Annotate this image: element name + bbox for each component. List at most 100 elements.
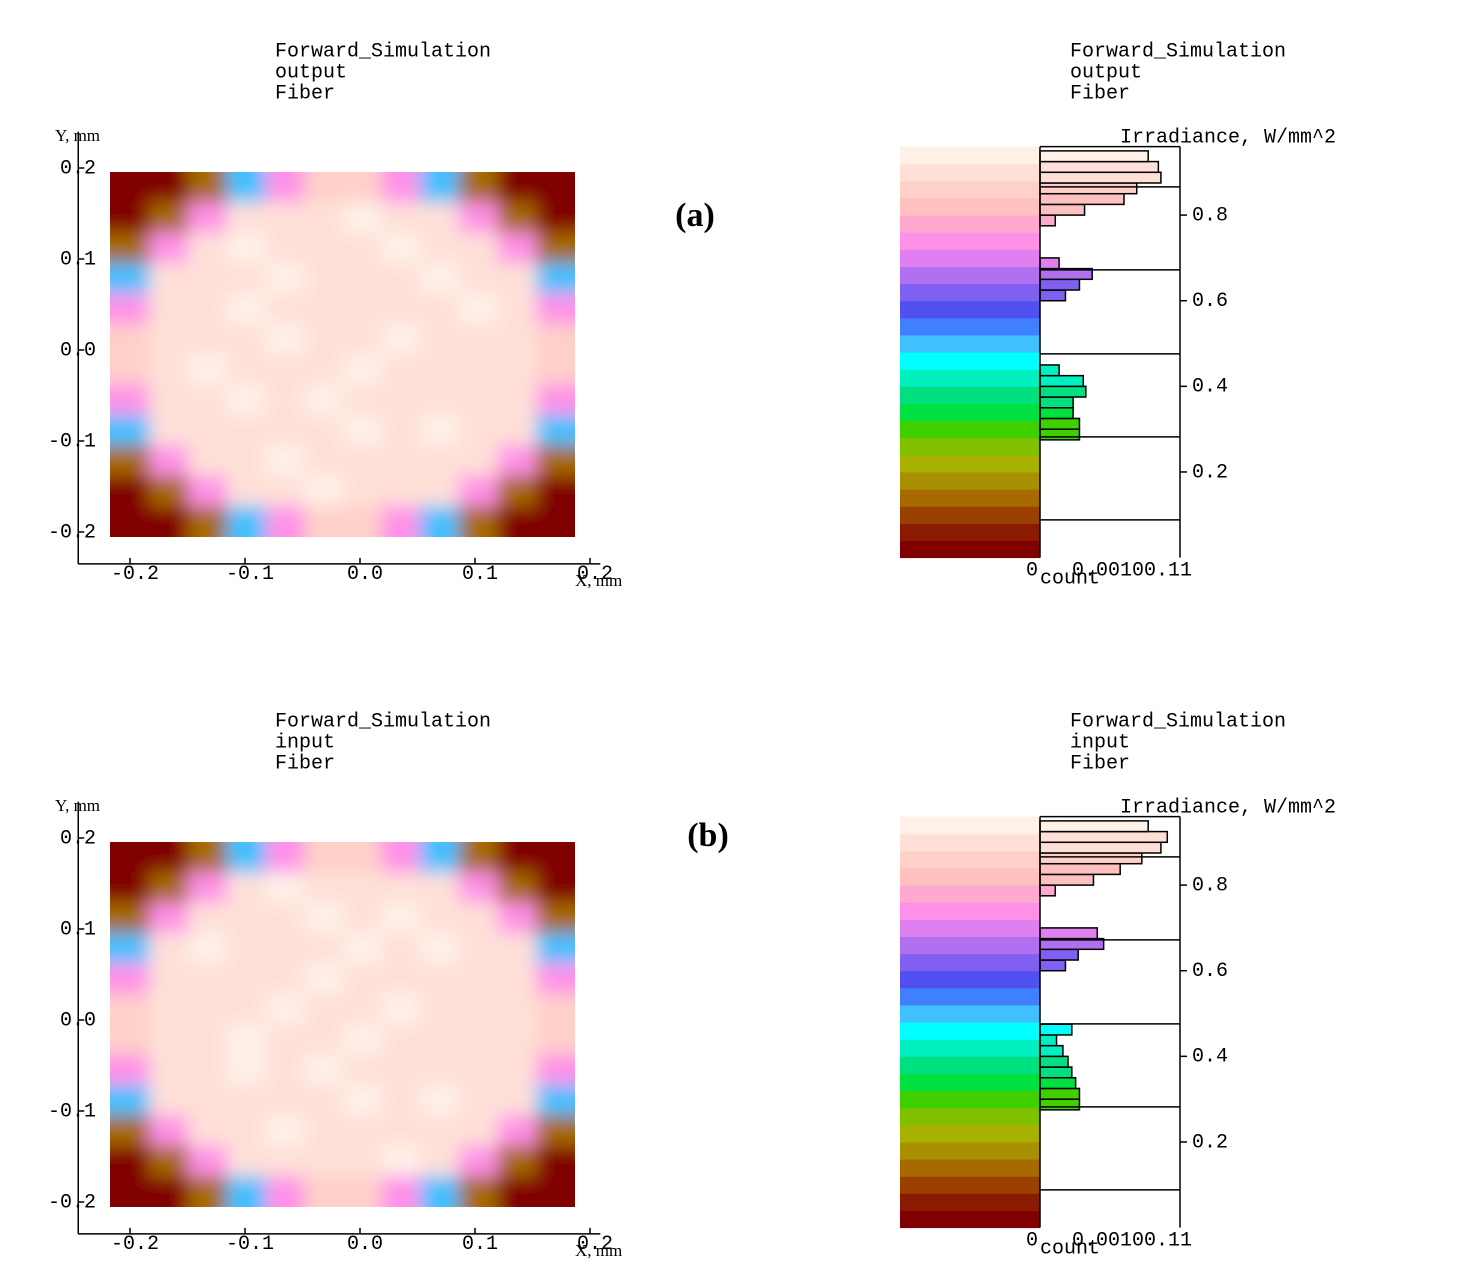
colorbar-band <box>900 936 1040 955</box>
map-cell <box>342 1054 382 1086</box>
map-cell <box>187 993 228 1025</box>
map-cell <box>497 932 537 964</box>
histogram-bar <box>1039 364 1060 377</box>
map-cell <box>342 414 382 446</box>
y-tick-label: -0.2 <box>48 1191 96 1214</box>
map-cell <box>149 384 189 416</box>
map-cell <box>304 902 344 934</box>
map-cell <box>458 1115 499 1147</box>
plot-title: Forward_Simulation <box>275 40 491 63</box>
map-cell <box>110 902 150 934</box>
map-cell <box>497 323 537 355</box>
y-tick-label: 0.1 <box>60 918 96 941</box>
colorbar-band <box>900 850 1040 869</box>
histogram-bar <box>1039 417 1081 430</box>
map-cell <box>226 445 266 477</box>
histogram-bar <box>1039 374 1085 388</box>
map-cell <box>342 963 382 995</box>
map-cell <box>304 475 344 507</box>
map-cell <box>187 445 228 477</box>
map-cell <box>187 1145 228 1177</box>
map-cell <box>265 293 305 325</box>
map-cell <box>304 262 344 294</box>
map-cell <box>342 1115 382 1147</box>
plot-title: Forward_Simulation <box>1070 710 1286 733</box>
map-cell <box>458 354 499 386</box>
map-cell <box>497 1054 537 1086</box>
map-cell <box>458 384 499 416</box>
map-cell <box>149 506 189 537</box>
map-cell <box>381 172 421 203</box>
map-cell <box>187 842 228 873</box>
map-cell <box>381 354 421 386</box>
map-cell <box>420 354 460 386</box>
map-cell <box>458 293 499 325</box>
map-cell <box>420 323 460 355</box>
map-cell <box>187 506 228 537</box>
map-cell <box>226 842 266 873</box>
map-cell <box>342 172 382 203</box>
x-tick-label: -0.2 <box>111 1233 159 1256</box>
map-cell <box>304 232 344 264</box>
map-cell <box>187 172 228 203</box>
histogram-bar <box>1039 873 1095 886</box>
y-tick-label: 0.0 <box>60 339 96 362</box>
map-cell <box>381 842 421 873</box>
map-cell <box>420 414 460 446</box>
y-tick-label: 0.6 <box>1192 960 1228 983</box>
map-cell <box>458 475 499 507</box>
x-tick-label: 0 <box>1026 1229 1038 1252</box>
plot-title: Fiber <box>1070 82 1130 105</box>
map-cell <box>381 384 421 416</box>
map-cell <box>265 506 305 537</box>
histogram-bar <box>1039 1098 1081 1111</box>
histogram-bar <box>1039 182 1138 195</box>
map-cell <box>226 202 266 233</box>
map-cell <box>149 293 189 325</box>
map-cell <box>265 1115 305 1147</box>
map-cell <box>187 293 228 325</box>
map-cell <box>187 1115 228 1147</box>
y-tick-label: -0.1 <box>48 1100 96 1123</box>
plot-title: output <box>275 61 347 84</box>
colorbar-band <box>900 1090 1040 1109</box>
colorbar-band <box>900 816 1040 835</box>
map-cell <box>110 262 150 294</box>
y-tick-label: 0.4 <box>1192 376 1228 399</box>
map-cell <box>497 354 537 386</box>
map-cell <box>381 1084 421 1116</box>
map-cell <box>420 475 460 507</box>
colorbar-band <box>900 1193 1040 1211</box>
map-cell <box>458 872 499 903</box>
map-cell <box>420 1054 460 1086</box>
plot-title: Fiber <box>1070 752 1130 775</box>
histogram-bar <box>1039 1077 1077 1090</box>
histogram-bar <box>1039 862 1121 876</box>
map-cell <box>149 1024 189 1056</box>
map-cell <box>304 1176 344 1207</box>
histogram-bar <box>1039 257 1060 270</box>
map-cell <box>536 1084 575 1116</box>
colorbar-band <box>900 523 1040 541</box>
map-cell <box>536 963 575 995</box>
map-cell <box>536 232 575 264</box>
colorbar-band <box>900 300 1040 319</box>
map-cell <box>226 1176 266 1207</box>
plot-title: Forward_Simulation <box>1070 40 1286 63</box>
map-cell <box>536 1145 575 1177</box>
map-cell <box>458 902 499 934</box>
map-cell <box>226 1024 266 1056</box>
map-cell <box>458 172 499 203</box>
map-cell <box>458 1176 499 1207</box>
map-cell <box>304 506 344 537</box>
y-axis-label: Y, mm <box>55 796 100 815</box>
map-cell <box>226 354 266 386</box>
x-axis-label: count <box>1040 1237 1100 1260</box>
irradiance-cells <box>110 842 575 1207</box>
map-cell <box>226 932 266 964</box>
map-cell <box>187 232 228 264</box>
map-cell <box>265 1176 305 1207</box>
map-cell <box>110 172 150 203</box>
map-cell <box>342 202 382 233</box>
map-cell <box>265 414 305 446</box>
